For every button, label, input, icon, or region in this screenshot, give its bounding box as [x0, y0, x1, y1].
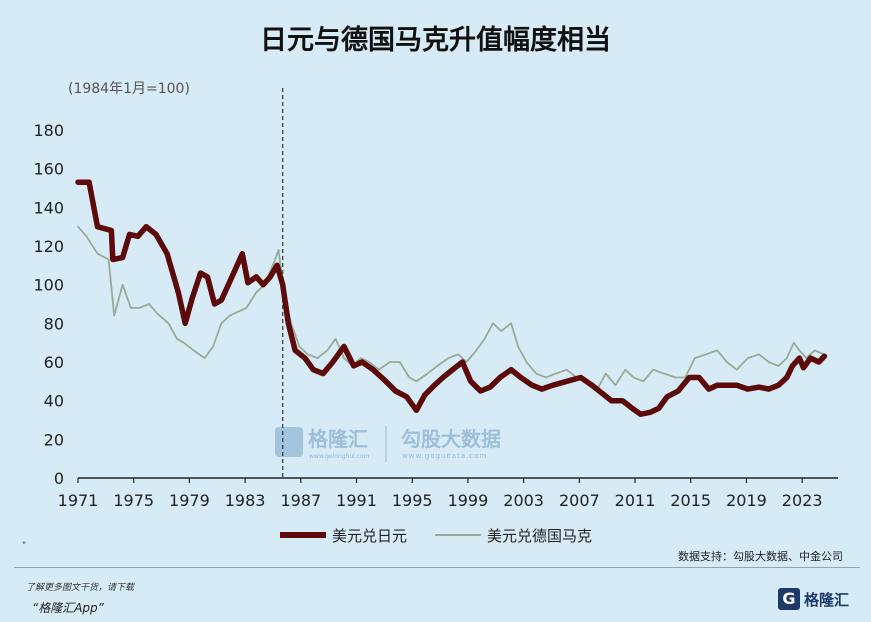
x-tick-label-13: 2023	[782, 491, 823, 510]
y-tick-label-1: 20	[44, 430, 64, 449]
x-tick-label-9: 2007	[559, 491, 600, 510]
x-tick-label-7: 1999	[448, 491, 489, 510]
y-tick-label-8: 160	[33, 160, 64, 179]
series-line-1	[77, 225, 826, 390]
chart-legend: 美元兑日元 美元兑德国马克	[280, 527, 592, 545]
x-tick-label-12: 2019	[726, 491, 767, 510]
y-tick-label-0: 0	[54, 469, 64, 488]
line-chart: 格隆汇 www.gelonghui.com 勾股大数据www.gogudata.co…	[33, 88, 838, 545]
watermark: 格隆汇 www.gelonghui.com 勾股大数据www.gogudata.co…	[275, 426, 501, 462]
x-tick-label-10: 2011	[615, 491, 656, 510]
footer-divider	[14, 567, 860, 568]
y-tick-label-2: 40	[44, 392, 64, 411]
x-tick-label-3: 1983	[225, 491, 266, 510]
watermark-left-url: www.gelonghui.com	[309, 453, 370, 460]
chart-title: 日元与德国马克升值幅度相当	[260, 25, 611, 56]
footer-app-name: “格隆汇App”	[32, 601, 104, 615]
x-tick-label-5: 1991	[336, 491, 377, 510]
y-tick-label-3: 60	[44, 353, 64, 372]
y-tick-label-5: 100	[33, 276, 64, 295]
x-tick-label-1: 1975	[113, 491, 154, 510]
chart-series	[75, 179, 828, 417]
footer-download-prompt: 了解更多图文干货，请下载	[26, 583, 135, 593]
y-tick-label-9: 180	[33, 121, 64, 140]
logo-icon: G	[777, 588, 800, 610]
legend-label-1: 美元兑德国马克	[487, 527, 592, 545]
watermark-right-url: www.gogudata.com	[402, 452, 487, 460]
legend-label-0: 美元兑日元	[332, 527, 407, 545]
unit-note: (1984年1月=100)	[68, 81, 190, 97]
footer-logo: G 格隆汇	[777, 588, 849, 610]
logo-text: 格隆汇	[803, 590, 849, 609]
watermark-logo-icon	[275, 427, 303, 457]
x-tick-label-4: 1987	[280, 491, 321, 510]
x-tick-label-11: 2015	[670, 491, 711, 510]
x-tick-label-2: 1979	[169, 491, 210, 510]
watermark-left-name: 格隆汇	[308, 427, 368, 451]
data-source: 数据支持：勾股大数据、中金公司	[678, 550, 843, 563]
footnote-mark: "	[22, 541, 27, 551]
watermark-right-name: 勾股大数据	[401, 427, 501, 451]
x-tick-label-0: 1971	[58, 491, 99, 510]
y-tick-label-4: 80	[44, 314, 64, 333]
series-line-0	[75, 179, 828, 417]
chart-axes: 0 20 40 60 80 100 120 140 160 180 1971 1975 1979 1983…	[33, 88, 838, 510]
x-tick-label-8: 2003	[503, 491, 544, 510]
y-tick-label-7: 140	[33, 198, 64, 217]
y-tick-label-6: 120	[33, 237, 64, 256]
x-tick-label-6: 1995	[392, 491, 433, 510]
